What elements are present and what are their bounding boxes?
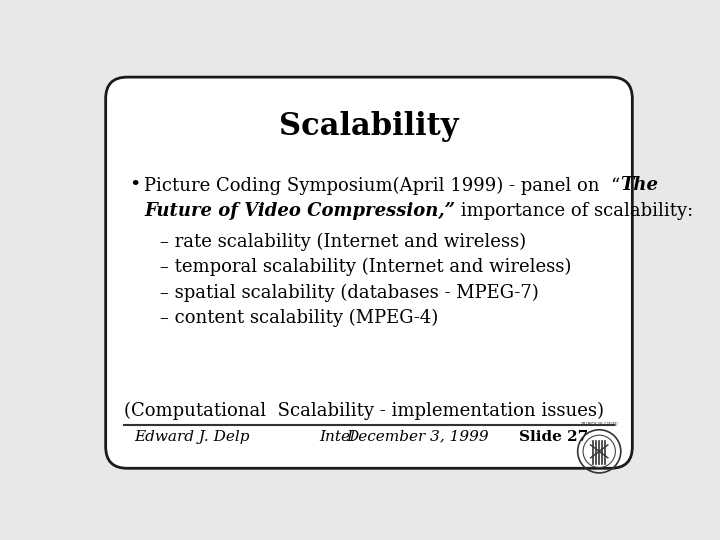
- Text: importance of scalability:: importance of scalability:: [455, 202, 693, 220]
- Text: Edward J. Delp: Edward J. Delp: [134, 430, 250, 444]
- FancyBboxPatch shape: [106, 77, 632, 468]
- Text: Picture Coding Symposium(April 1999) - panel on  “: Picture Coding Symposium(April 1999) - p…: [144, 177, 621, 195]
- Text: PURDUE UNIV.: PURDUE UNIV.: [580, 422, 618, 427]
- Text: •: •: [129, 177, 140, 194]
- Text: – temporal scalability (Internet and wireless): – temporal scalability (Internet and wir…: [160, 258, 571, 276]
- Text: Future of Video Compression,”: Future of Video Compression,”: [144, 202, 455, 220]
- Text: Intel: Intel: [319, 430, 355, 444]
- Text: – rate scalability (Internet and wireless): – rate scalability (Internet and wireles…: [160, 233, 526, 251]
- Text: Scalability: Scalability: [279, 111, 459, 142]
- Text: December 3, 1999: December 3, 1999: [346, 430, 489, 444]
- Text: – content scalability (MPEG-4): – content scalability (MPEG-4): [160, 309, 438, 327]
- Text: – spatial scalability (databases - MPEG-7): – spatial scalability (databases - MPEG-…: [160, 284, 539, 302]
- Text: (Computational  Scalability - implementation issues): (Computational Scalability - implementat…: [124, 402, 604, 420]
- Text: The: The: [621, 177, 658, 194]
- Text: Slide 27: Slide 27: [519, 430, 588, 444]
